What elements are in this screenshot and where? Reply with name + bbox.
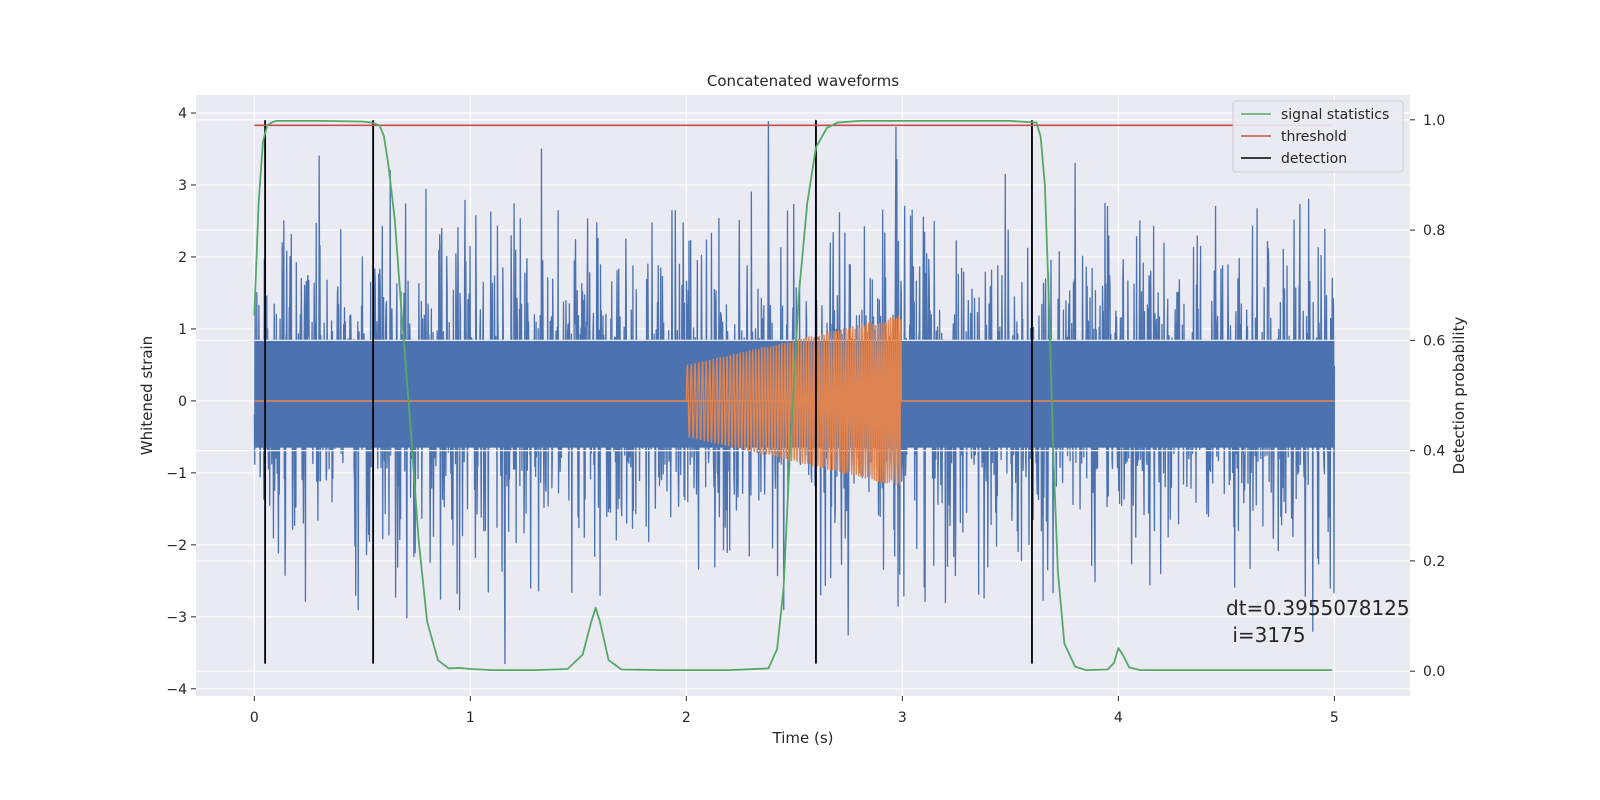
y-axis-right-label: Detection probability <box>1450 317 1468 475</box>
y-right-tick-label: 1.0 <box>1423 113 1445 129</box>
annotation-index: i=3175 <box>1226 623 1306 647</box>
x-tick-label: 0 <box>250 710 259 726</box>
y-tick-label: 2 <box>178 250 187 266</box>
y-tick-label: −1 <box>166 466 187 482</box>
y-right-tick-label: 0.0 <box>1423 664 1445 680</box>
y-tick-label: −3 <box>166 610 187 626</box>
injection-chirp <box>685 315 903 486</box>
legend: signal statistics threshold detection <box>1232 100 1404 173</box>
x-tick-label: 4 <box>1114 710 1123 726</box>
y-right-tick-label: 0.4 <box>1423 444 1445 460</box>
x-tick-label: 2 <box>682 710 691 726</box>
y-tick-label: −2 <box>166 538 187 554</box>
data-layer <box>253 119 1336 671</box>
legend-label-threshold: threshold <box>1281 129 1347 145</box>
x-tick-label: 3 <box>898 710 907 726</box>
y-tick-label: 4 <box>178 106 187 122</box>
y-tick-label: −4 <box>166 682 187 698</box>
y-tick-label: 1 <box>178 322 187 338</box>
y-right-tick-label: 0.6 <box>1423 333 1445 349</box>
legend-label-signal-statistics: signal statistics <box>1281 107 1389 123</box>
y-axis-label: Whitened strain <box>138 336 156 455</box>
annotation-dt: dt=0.3955078125 <box>1226 596 1410 620</box>
x-axis-label: Time (s) <box>772 729 834 747</box>
y-right-tick-label: 0.2 <box>1423 554 1445 570</box>
chart-title: Concatenated waveforms <box>707 72 899 90</box>
signal-statistics-line <box>253 120 1333 671</box>
y-tick-label: 3 <box>178 178 187 194</box>
y-right-tick-label: 0.8 <box>1423 223 1445 239</box>
x-tick-label: 1 <box>466 710 475 726</box>
axes: 0 1 2 3 4 5 −4 −3 −2 −1 0 1 2 3 4 0.0 0.2 0.4 0.6 0.8 1.0 <box>166 106 1445 726</box>
legend-label-detection: detection <box>1281 151 1347 167</box>
legend-box <box>1232 100 1404 173</box>
x-tick-label: 5 <box>1330 710 1339 726</box>
y-tick-label: 0 <box>178 394 187 410</box>
